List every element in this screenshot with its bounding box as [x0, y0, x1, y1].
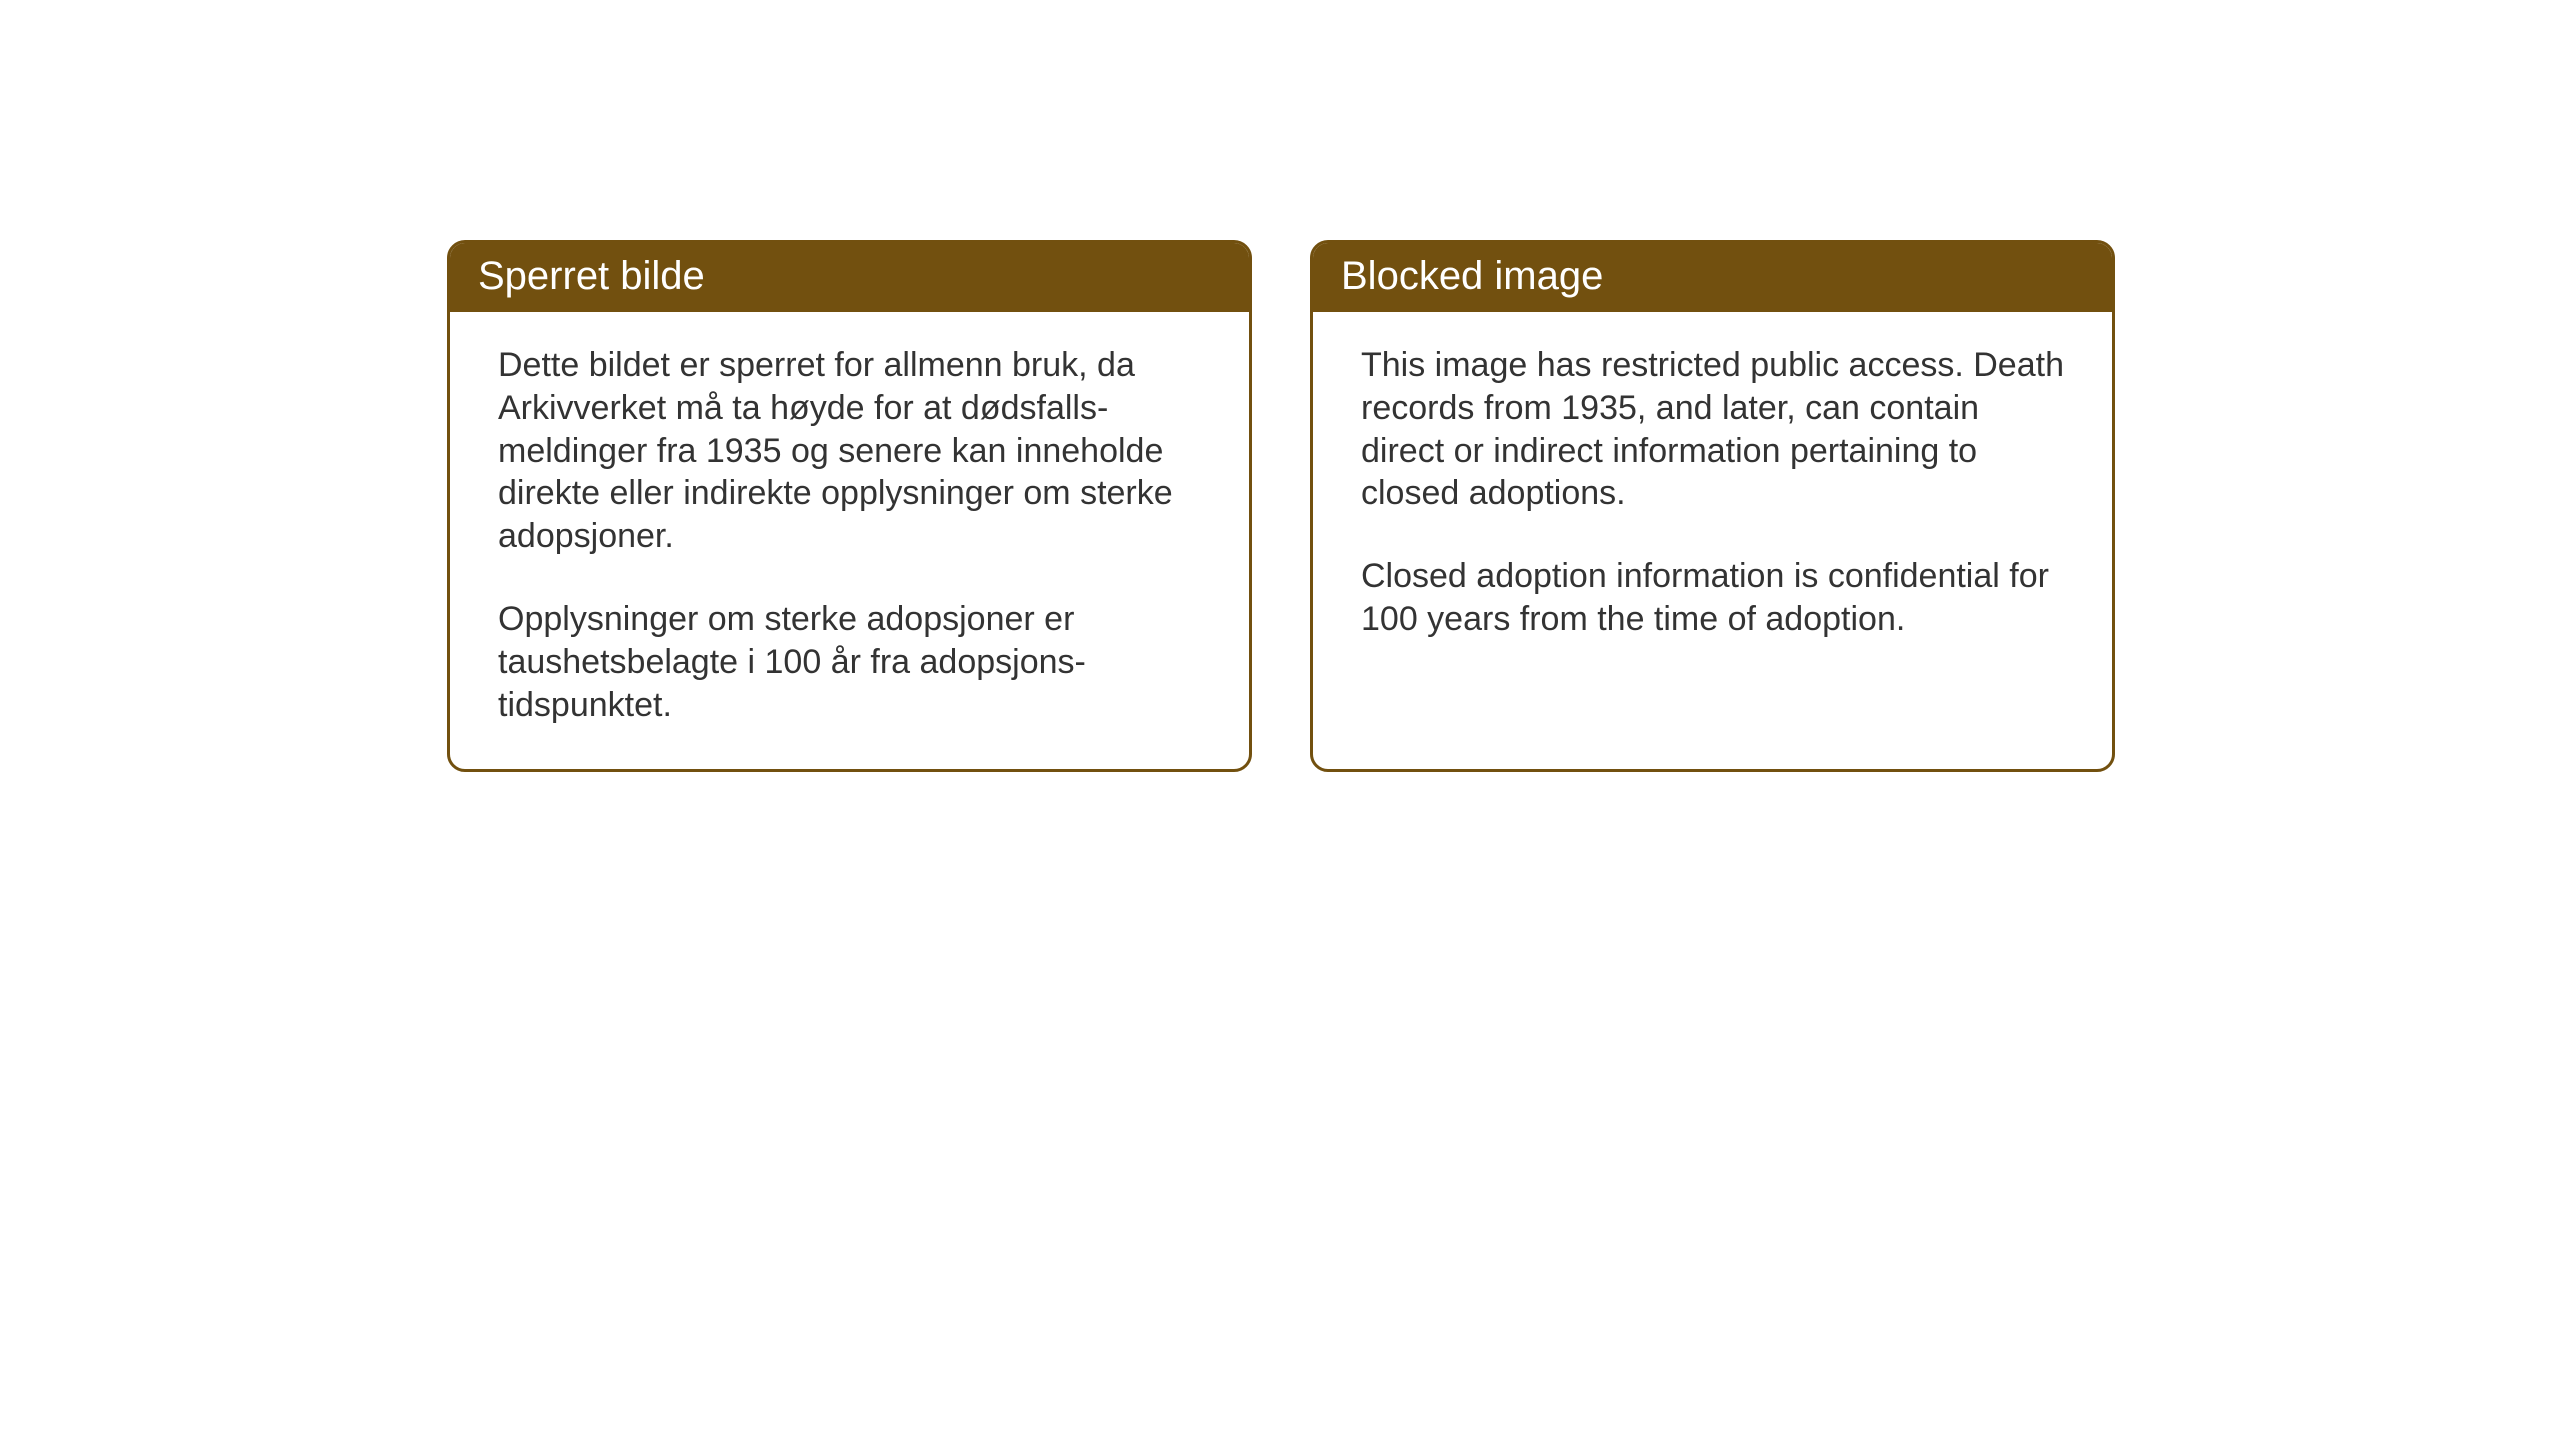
card-paragraph-english-1: This image has restricted public access.… — [1361, 344, 2064, 515]
card-paragraph-norwegian-2: Opplysninger om sterke adopsjoner er tau… — [498, 598, 1201, 726]
card-title-english: Blocked image — [1341, 254, 1603, 298]
card-header-english: Blocked image — [1313, 243, 2112, 312]
card-paragraph-english-2: Closed adoption information is confident… — [1361, 555, 2064, 641]
card-title-norwegian: Sperret bilde — [478, 254, 705, 298]
card-header-norwegian: Sperret bilde — [450, 243, 1249, 312]
card-body-norwegian: Dette bildet er sperret for allmenn bruk… — [450, 312, 1249, 769]
card-paragraph-norwegian-1: Dette bildet er sperret for allmenn bruk… — [498, 344, 1201, 558]
card-english: Blocked image This image has restricted … — [1310, 240, 2115, 772]
card-body-english: This image has restricted public access.… — [1313, 312, 2112, 744]
cards-container: Sperret bilde Dette bildet er sperret fo… — [447, 240, 2115, 772]
card-norwegian: Sperret bilde Dette bildet er sperret fo… — [447, 240, 1252, 772]
